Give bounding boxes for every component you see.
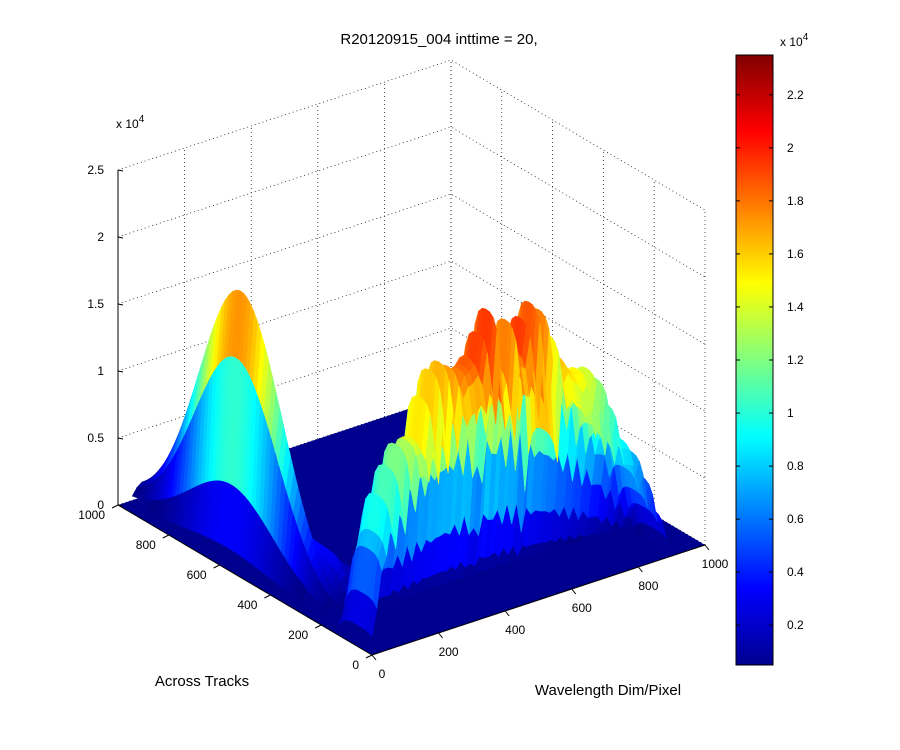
y-tick-mark	[365, 654, 373, 659]
y-axis-line	[117, 504, 373, 656]
colorbar-tick-label: 0.6	[787, 512, 804, 526]
y-tick-label: 600	[187, 568, 207, 582]
x-axis-line	[371, 544, 706, 656]
colorbar-gradient	[735, 54, 774, 666]
colorbar-tick-label: 1.8	[787, 194, 804, 208]
x-tick-mark	[371, 654, 377, 661]
colorbar-tick-label: 1	[787, 406, 794, 420]
x-tick-label: 800	[638, 579, 658, 593]
x-tick-mark	[438, 632, 443, 639]
z-tick-label: 1.5	[87, 297, 104, 311]
x-tick-mark	[638, 566, 643, 573]
colorbar-multiplier: x 104	[780, 32, 809, 49]
colorbar-ticks: 0.2 0.4 0.6 0.8 1 1.2 1.4 1.6 1.8 2 2.2	[736, 88, 804, 632]
z-tick-label: 0	[97, 498, 104, 512]
x-axis-label: Wavelength Dim/Pixel	[535, 682, 681, 699]
y-tick-label: 400	[237, 598, 257, 612]
colorbar: 0.2 0.4 0.6 0.8 1 1.2 1.4 1.6 1.8 2 2.2 x 104	[735, 32, 809, 666]
y-tick-mark	[162, 534, 170, 539]
surface	[118, 289, 705, 655]
y-tick-label: 0	[352, 658, 359, 672]
x-tick-mark	[571, 588, 577, 595]
colorbar-tick-label: 1.4	[787, 300, 804, 314]
z-tick-label: 1	[97, 364, 104, 378]
colorbar-tick-label: 1.2	[787, 353, 804, 367]
y-tick-label: 200	[288, 628, 308, 642]
grid-line	[117, 59, 706, 211]
colorbar-tick-label: 2.2	[787, 88, 804, 102]
x-tick-label: 400	[505, 623, 525, 637]
z-tick-mark	[117, 169, 124, 172]
surface-patch	[297, 583, 307, 603]
grid-line	[117, 126, 706, 278]
z-tick-mark	[117, 370, 124, 373]
colorbar-tick-label: 0.4	[787, 565, 804, 579]
y-tick-mark	[111, 504, 119, 509]
z-tick-mark	[117, 437, 124, 440]
z-axis-multiplier: x 104	[116, 114, 145, 131]
x-tick-label: 200	[439, 645, 459, 659]
surface-patch	[324, 596, 334, 612]
z-tick-label: 2.5	[87, 163, 104, 177]
x-tick-label: 1000	[702, 557, 729, 571]
colorbar-tick-label: 0.2	[787, 618, 804, 632]
y-tick-mark	[213, 564, 220, 569]
y-tick-mark	[314, 624, 322, 629]
z-tick-mark	[117, 236, 124, 239]
y-tick-label: 1000	[78, 508, 105, 522]
x-tick-mark	[704, 544, 710, 551]
colorbar-tick-label: 2	[787, 141, 794, 155]
colorbar-tick-label: 1.6	[787, 247, 804, 261]
chart-title: R20120915_004 inttime = 20,	[340, 31, 537, 48]
y-tick-label: 800	[136, 538, 156, 552]
x-tick-label: 600	[572, 601, 592, 615]
z-tick-label: 2	[97, 230, 104, 244]
x-tick-label: 0	[379, 667, 386, 681]
colorbar-tick-label: 0.8	[787, 459, 804, 473]
grid-line	[117, 193, 706, 345]
z-tick-mark	[117, 303, 124, 306]
surface-patch	[368, 601, 378, 638]
y-tick-mark	[264, 594, 271, 599]
z-tick-label: 0.5	[87, 431, 104, 445]
y-axis-label: Across Tracks	[155, 673, 249, 690]
axes: 00.511.522.50200400600800100002004006008…	[78, 163, 728, 681]
x-tick-mark	[504, 610, 510, 617]
